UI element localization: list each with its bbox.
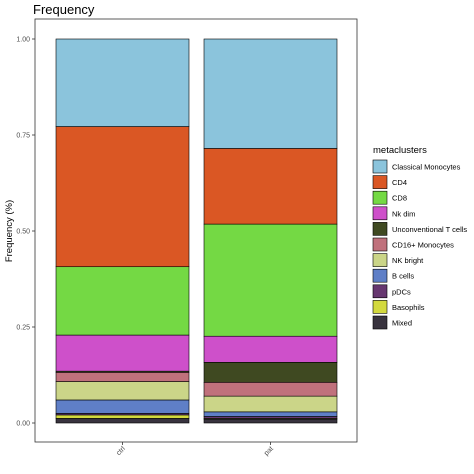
bar-segment-pat-nk-dim: [203, 335, 338, 363]
legend-label: CD4: [392, 178, 407, 187]
legend-label: Classical Monocytes: [392, 163, 461, 172]
bar-segment-pat-cd4: [203, 148, 338, 225]
bar-segment-pat-cd8: [203, 223, 338, 337]
legend-label: Mixed: [392, 319, 412, 328]
legend-label: NK bright: [392, 256, 424, 265]
chart-title: Frequency: [33, 2, 95, 17]
bar-segment-ctrl-classical-monocytes: [55, 38, 190, 127]
legend-key: [372, 300, 388, 314]
bar-segment-ctrl-nk-bright: [55, 381, 190, 401]
bar-segment-pat-classical-monocytes: [203, 38, 338, 149]
y-tick-label: 0.25: [16, 325, 30, 332]
legend-label: B cells: [392, 272, 414, 281]
bar-segment-pat-b-cells: [203, 411, 338, 417]
plot-panel: [34, 18, 358, 443]
legend-key: [372, 315, 388, 330]
bar-layer: [55, 38, 338, 424]
bar-segment-ctrl-basophils: [55, 414, 190, 419]
legend-label: CD16+ Monocytes: [392, 241, 454, 250]
legend-label: Basophils: [392, 303, 425, 312]
legend-key: [372, 222, 388, 236]
bar-segment-ctrl-cd8: [55, 266, 190, 336]
legend-key: [372, 190, 388, 205]
bar-segment-pat-mixed: [203, 418, 338, 424]
legend-key: [372, 159, 388, 174]
legend-key: [372, 284, 388, 299]
bar-segment-ctrl-mixed: [55, 418, 190, 424]
legend-label: pDCs: [392, 287, 411, 296]
y-axis: 0.00 0.25 0.50 0.75 1.00: [16, 37, 35, 428]
y-tick-label: 0.50: [16, 229, 30, 236]
legend-title: metaclusters: [373, 145, 427, 156]
x-tick-label: pat: [263, 445, 275, 457]
legend-label: Unconventional T cells: [392, 225, 467, 234]
bar-segment-ctrl-b-cells: [55, 399, 190, 414]
bar-segment-pat-unconventional-t-cells: [203, 362, 338, 383]
y-tick-label: 0.00: [16, 421, 30, 428]
y-axis-title: Frequency (%): [4, 200, 15, 262]
legend-label: Nk dim: [392, 209, 415, 218]
legend-key: [372, 237, 388, 252]
bar-segment-pat-nk-bright: [203, 395, 338, 413]
y-tick-label: 0.75: [16, 133, 30, 140]
legend-key: [372, 175, 388, 189]
bar-segment-ctrl-nk-dim: [55, 334, 190, 372]
bar-segment-ctrl-cd16-monocytes: [55, 372, 190, 382]
legend-key: [372, 268, 388, 283]
bar-segment-ctrl-cd4: [55, 126, 190, 268]
x-axis: ctrl pat: [115, 442, 275, 457]
legend: metaclusters Classical Monocytes CD4 CD8 Nk…: [372, 145, 467, 330]
legend-label: CD8: [392, 194, 407, 203]
legend-key: [372, 206, 388, 221]
bar-segment-pat-cd16-monocytes: [203, 381, 338, 397]
legend-key: [372, 253, 388, 267]
y-tick-label: 1.00: [16, 37, 30, 44]
x-tick-label: ctrl: [115, 445, 127, 457]
